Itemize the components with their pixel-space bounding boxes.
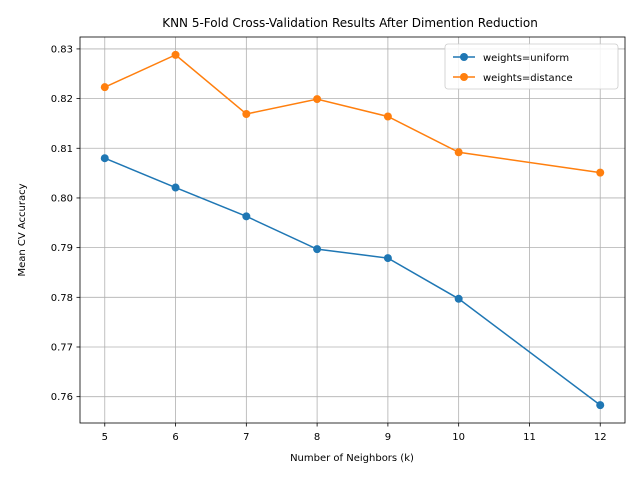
ticks: 5 6 7 8 9 10 11 12 0.76 0.77 0.78 0.79 0.80 0.81 0.82 0… — [51, 44, 607, 443]
y-tick-label: 0.79 — [51, 243, 73, 254]
x-tick-label: 11 — [523, 432, 536, 443]
y-tick-label: 0.82 — [51, 94, 73, 105]
legend-label: weights=uniform — [483, 53, 569, 64]
y-tick-label: 0.83 — [51, 44, 73, 55]
legend: weights=uniform weights=distance — [444, 43, 619, 90]
data-point — [383, 112, 392, 121]
series-line-1 — [104, 157, 601, 406]
data-point — [313, 95, 322, 104]
x-tick-label: 5 — [102, 432, 108, 443]
legend-box — [444, 43, 619, 90]
legend-label: weights=distance — [483, 73, 573, 84]
data-point — [171, 183, 180, 192]
x-tick-label: 6 — [172, 432, 178, 443]
data-point — [171, 50, 180, 59]
data-point — [454, 148, 463, 157]
x-tick-label: 10 — [452, 432, 465, 443]
data-point — [313, 245, 322, 254]
y-tick-label: 0.81 — [51, 144, 73, 155]
data-point — [596, 168, 605, 177]
data-point — [100, 154, 109, 163]
data-point — [100, 83, 109, 92]
legend-marker — [460, 53, 468, 61]
x-tick-label: 7 — [243, 432, 249, 443]
y-tick-label: 0.78 — [51, 293, 73, 304]
chart-title: KNN 5-Fold Cross-Validation Results Afte… — [162, 16, 538, 30]
series-group — [100, 50, 605, 410]
x-tick-label: 9 — [385, 432, 391, 443]
y-tick-label: 0.80 — [51, 193, 73, 204]
x-axis-label: Number of Neighbors (k) — [290, 453, 414, 464]
y-tick-label: 0.77 — [51, 342, 73, 353]
x-tick-label: 8 — [314, 432, 320, 443]
plot-frame — [79, 36, 626, 424]
data-point — [454, 294, 463, 303]
y-tick-label: 0.76 — [51, 392, 73, 403]
data-point — [383, 254, 392, 263]
data-point — [242, 110, 251, 119]
grid — [80, 37, 625, 423]
x-tick-label: 12 — [594, 432, 607, 443]
legend-marker — [460, 73, 468, 81]
y-axis-label: Mean CV Accuracy — [17, 183, 28, 276]
data-point — [242, 212, 251, 221]
data-point — [596, 401, 605, 410]
